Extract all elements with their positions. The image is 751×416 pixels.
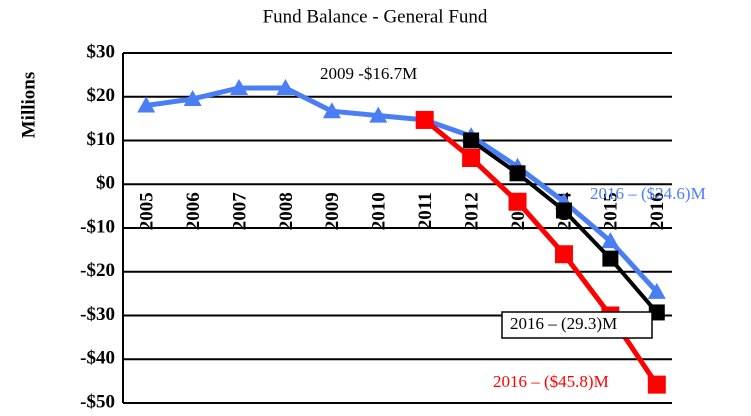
- marker: [183, 89, 202, 106]
- y-tick-label: -$30: [80, 304, 115, 325]
- y-tick-label: -$20: [80, 260, 115, 281]
- marker: [601, 232, 620, 249]
- marker: [648, 304, 665, 321]
- series-line: [145, 85, 659, 294]
- marker: [463, 132, 480, 149]
- marker: [554, 245, 573, 264]
- marker: [647, 375, 666, 394]
- x-tick-label: 2016: [647, 192, 668, 230]
- annotation: 2016 – ($24.6)M: [590, 184, 706, 203]
- y-tick-label: $30: [87, 41, 116, 62]
- x-tick-label: 2005: [137, 192, 158, 230]
- marker: [555, 202, 572, 219]
- marker: [508, 192, 527, 211]
- marker: [509, 165, 526, 182]
- marker: [369, 106, 388, 123]
- y-tick-label: $0: [96, 173, 115, 194]
- marker: [137, 96, 156, 113]
- marker: [415, 110, 434, 129]
- marker: [647, 282, 666, 299]
- x-tick-label: 2015: [601, 192, 622, 230]
- y-tick-label: -$50: [80, 391, 115, 412]
- marker: [322, 102, 341, 119]
- x-tick-label: 2010: [369, 192, 390, 230]
- annotation: 2009 -$16.7M: [320, 64, 417, 83]
- x-tick-label: 2011: [415, 192, 436, 229]
- y-tick-label: -$10: [80, 216, 115, 237]
- marker: [230, 79, 249, 95]
- x-tick-label: 2008: [276, 192, 297, 230]
- annotation: 2016 – ($45.8)M: [493, 372, 609, 391]
- annotation: 2016 – (29.3)M: [510, 314, 617, 333]
- x-tick-label: 2006: [183, 192, 204, 230]
- marker: [462, 149, 481, 167]
- chart-title: Fund Balance - General Fund: [263, 6, 488, 27]
- y-axis-label: Millions: [18, 72, 39, 139]
- y-tick-label: $20: [87, 85, 116, 106]
- x-tick-label: 2007: [229, 192, 250, 231]
- x-tick-label: 2009: [322, 192, 343, 230]
- annotation-box: [501, 311, 653, 339]
- marker: [276, 79, 295, 95]
- x-tick-label: 2012: [461, 192, 482, 230]
- y-tick-label: -$40: [80, 348, 115, 369]
- marker: [602, 250, 619, 267]
- y-tick-label: $10: [87, 129, 116, 150]
